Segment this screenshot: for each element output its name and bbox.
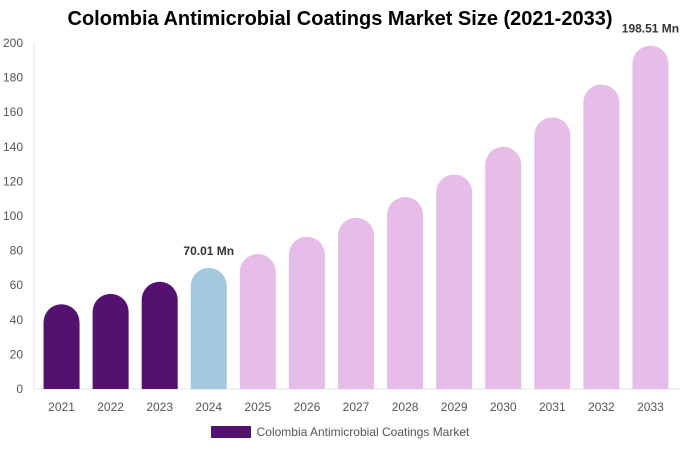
legend-label: Colombia Antimicrobial Coatings Market xyxy=(256,425,470,439)
y-tick-label: 200 xyxy=(3,36,23,50)
bar-2025 xyxy=(239,254,276,389)
x-tick-label: 2023 xyxy=(146,400,173,414)
y-tick-label: 20 xyxy=(10,347,24,361)
y-tick-label: 100 xyxy=(3,209,23,223)
y-tick-label: 0 xyxy=(16,382,23,396)
bar-2030 xyxy=(485,146,522,389)
bar-2028 xyxy=(387,196,424,389)
bar-2021 xyxy=(43,304,80,389)
x-tick-label: 2025 xyxy=(244,400,271,414)
bar-2024 xyxy=(190,267,227,389)
y-tick-label: 120 xyxy=(3,174,23,188)
x-tick-label: 2027 xyxy=(343,400,370,414)
y-tick-label: 140 xyxy=(3,140,23,154)
x-tick-label: 2021 xyxy=(48,400,75,414)
legend: Colombia Antimicrobial Coatings Market xyxy=(0,425,680,439)
y-tick-label: 160 xyxy=(3,105,23,119)
y-tick-label: 40 xyxy=(10,313,24,327)
data-label: 198.51 Mn xyxy=(622,22,679,36)
x-tick-label: 2030 xyxy=(490,400,517,414)
x-tick-label: 2028 xyxy=(392,400,419,414)
y-tick-label: 60 xyxy=(10,278,24,292)
bar-2032 xyxy=(583,84,620,390)
x-tick-label: 2022 xyxy=(97,400,124,414)
x-tick-label: 2026 xyxy=(294,400,321,414)
legend-swatch xyxy=(210,426,251,438)
x-tick-label: 2029 xyxy=(441,400,468,414)
data-label: 70.01 Mn xyxy=(183,244,234,258)
bar-2026 xyxy=(288,236,325,389)
x-tick-label: 2033 xyxy=(637,400,664,414)
x-tick-label: 2031 xyxy=(539,400,566,414)
chart-title: Colombia Antimicrobial Coatings Market S… xyxy=(67,8,613,30)
x-tick-label: 2032 xyxy=(588,400,615,414)
bar-2022 xyxy=(92,293,129,389)
bar-2029 xyxy=(436,174,473,389)
y-tick-label: 180 xyxy=(3,71,23,85)
x-tick-label: 2024 xyxy=(195,400,222,414)
bar-2031 xyxy=(534,117,571,389)
bar-2033 xyxy=(632,45,669,390)
bar-2027 xyxy=(338,217,374,389)
y-tick-label: 80 xyxy=(10,244,24,258)
bar-2023 xyxy=(141,281,178,389)
